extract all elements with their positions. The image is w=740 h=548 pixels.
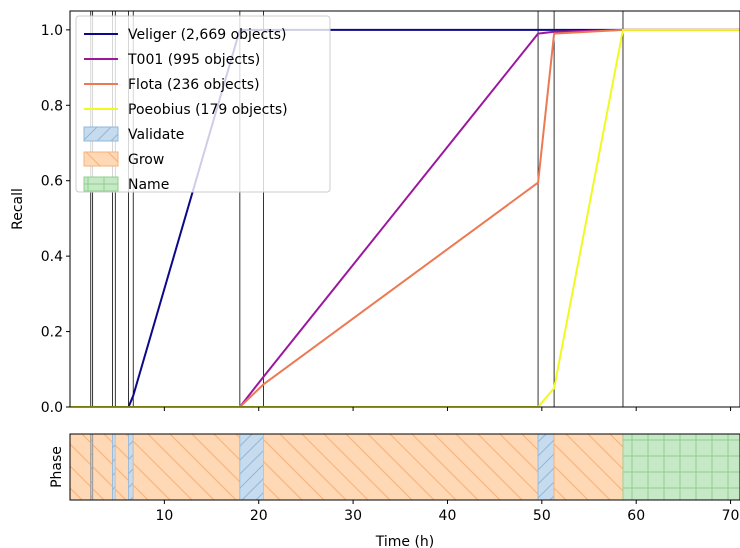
phase-bars: [70, 434, 740, 500]
x-axis-title: Time (h): [375, 534, 435, 548]
legend-label: Poeobius (179 objects): [128, 102, 288, 118]
legend-label: T001 (995 objects): [127, 52, 260, 68]
x-tick-label: 10: [155, 508, 173, 524]
legend: Veliger (2,669 objects) T001 (995 objects…: [75, 15, 331, 193]
legend-swatch-hatch: [84, 127, 118, 141]
x-tick-label: 30: [344, 508, 362, 524]
legend-label: Name: [128, 177, 169, 193]
y-axis-ticks: 0.0 0.2 0.4 0.6 0.8 1.0: [41, 23, 70, 416]
recall-plot: 0.0 0.2 0.4 0.6 0.8 1.0 Recall Veliger (2,669…: [10, 10, 740, 416]
phase-bar-hatch: [128, 434, 134, 500]
phase-bar-hatch: [239, 434, 264, 500]
phase-bar-hatch: [553, 434, 624, 500]
legend-swatch-hatch: [84, 177, 118, 191]
x-tick-label: 60: [627, 508, 645, 524]
y-tick-label: 0.2: [41, 325, 63, 341]
y-tick-label: 0.0: [41, 400, 63, 416]
phase-bar-hatch: [70, 434, 92, 500]
legend-label: Veliger (2,669 objects): [128, 27, 286, 43]
phase-bar-hatch: [92, 434, 113, 500]
legend-label: Grow: [128, 152, 164, 168]
x-tick-label: 70: [722, 508, 740, 524]
phase-bar-hatch: [622, 434, 740, 500]
x-tick-label: 40: [439, 508, 457, 524]
phase-axis-title: Phase: [49, 446, 65, 488]
x-tick-label: 20: [250, 508, 268, 524]
phase-bar-hatch: [537, 434, 555, 500]
y-tick-label: 1.0: [41, 23, 63, 39]
phase-plot: 10 20 30 40 50 60 70 Phase Time (h): [49, 433, 740, 548]
y-axis-title: Recall: [10, 188, 26, 230]
phase-bar-hatch: [263, 434, 539, 500]
legend-label: Flota (236 objects): [128, 77, 260, 93]
legend-label: Validate: [128, 127, 184, 143]
legend-box: [75, 15, 331, 193]
phase-bar-hatch: [114, 434, 129, 500]
y-tick-label: 0.6: [41, 174, 63, 190]
y-tick-label: 0.8: [41, 98, 63, 114]
phase-bar-hatch: [112, 434, 116, 500]
top-plot-frame: [69, 10, 740, 408]
x-axis-ticks: 10 20 30 40 50 60 70: [155, 500, 739, 524]
bottom-plot-frame: [69, 433, 740, 501]
phase-bar-hatch: [132, 434, 241, 500]
y-tick-label: 0.4: [41, 249, 63, 265]
series-line-3: [70, 28, 740, 407]
x-tick-label: 50: [533, 508, 551, 524]
top-x-axis-ticks: [163, 407, 732, 411]
legend-swatch-hatch: [84, 152, 118, 166]
